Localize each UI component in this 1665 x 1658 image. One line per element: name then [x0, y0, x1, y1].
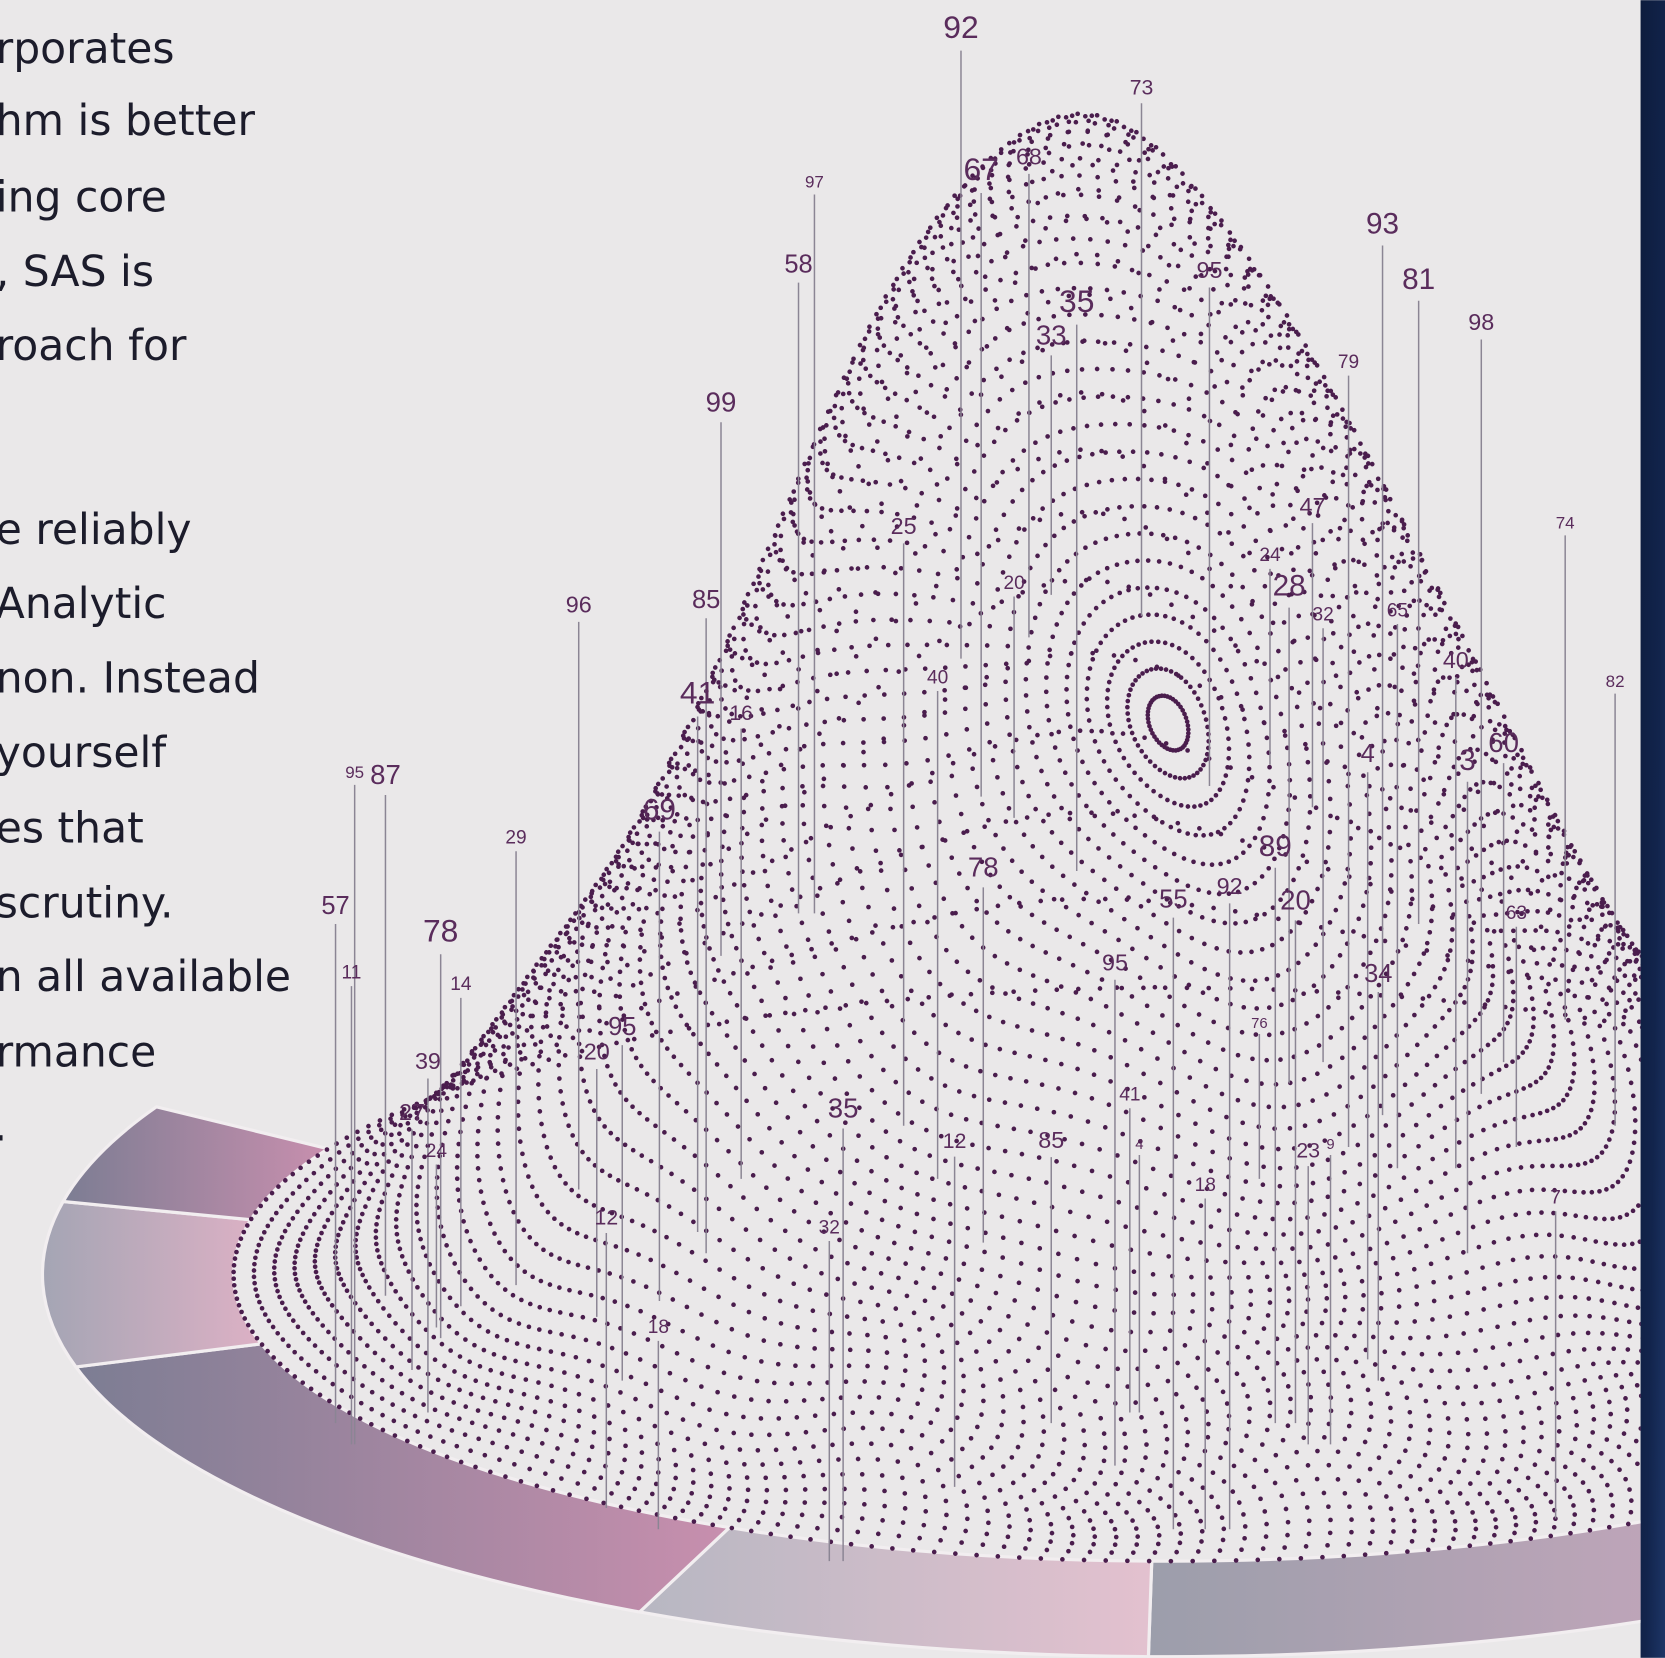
- text-line: scrutiny.: [0, 880, 174, 929]
- pin-label: 98: [1468, 309, 1494, 335]
- surface-dots: [231, 111, 1641, 1564]
- pin-label: 41: [680, 675, 715, 711]
- pin-label: 99: [706, 386, 737, 417]
- pin-label: 35: [1059, 283, 1094, 319]
- pin-label: 81: [1402, 263, 1435, 296]
- pin-label: 3: [1459, 744, 1476, 777]
- pin-label: 69: [643, 794, 676, 827]
- pin-label: 74: [1556, 514, 1575, 533]
- ring-segment: [73, 1342, 733, 1614]
- pin-label: 76: [1251, 1016, 1268, 1032]
- text-block: rporates hm is better ing core , SAS is roac…: [0, 25, 291, 1152]
- pin-label: 57: [321, 892, 349, 920]
- text-line: e reliably: [0, 506, 192, 555]
- pin-label: 95: [608, 1013, 636, 1041]
- pin-label: 67: [963, 151, 998, 187]
- ring-segment: [636, 1525, 1154, 1658]
- surface: [231, 111, 1641, 1564]
- pin-label: 79: [1338, 352, 1359, 373]
- pin-label: 63: [1506, 903, 1527, 924]
- pin-label: 78: [423, 913, 458, 949]
- pin-label: 35: [828, 1092, 859, 1123]
- pin-label: 95: [345, 763, 364, 782]
- pin-label: 82: [1606, 672, 1625, 691]
- ring-segment: [60, 1105, 333, 1222]
- pin-label: 78: [968, 851, 999, 882]
- pin-label: 41: [1119, 1085, 1140, 1106]
- text-line: hm is better: [0, 97, 255, 146]
- pin-label: 20: [1003, 573, 1024, 594]
- pin-label: 97: [805, 173, 824, 192]
- pin-label: 24: [426, 1141, 448, 1162]
- pin-label: 18: [648, 1317, 669, 1338]
- pin-label: 68: [1016, 143, 1042, 169]
- text-line: Analytic: [0, 580, 166, 629]
- text-line: non. Instead: [0, 655, 260, 704]
- pin-label: 60: [1488, 727, 1519, 758]
- ring-segment: [40, 1199, 265, 1369]
- text-line: rmance: [0, 1028, 156, 1077]
- text-line: , SAS is: [0, 248, 154, 297]
- pin-label: 55: [1159, 885, 1187, 913]
- pin-label: 7: [1550, 1188, 1561, 1209]
- pin-label: 58: [784, 250, 812, 278]
- pin-label: 39: [415, 1048, 441, 1074]
- pin-label: 89: [1259, 830, 1292, 863]
- ring-segment: [1146, 1520, 1641, 1658]
- pin-label: 28: [1273, 570, 1306, 603]
- pin-label: 93: [1366, 208, 1399, 241]
- pin-label: 40: [1443, 647, 1469, 673]
- text-line: .: [0, 1103, 7, 1152]
- pin-label: 73: [1130, 77, 1154, 100]
- ring: [40, 1105, 1641, 1658]
- text-line: n all available: [0, 953, 291, 1002]
- pin-label: 33: [1036, 319, 1067, 350]
- pin-label: 92: [1217, 873, 1243, 899]
- pin-label: 25: [891, 513, 917, 539]
- pin-label: 12: [943, 1130, 967, 1153]
- pin-label: 24: [1259, 545, 1281, 566]
- text-line: es that: [0, 804, 144, 853]
- text-line: ing core: [0, 174, 167, 223]
- pin-label: 23: [1296, 1140, 1320, 1163]
- pin-label: 87: [370, 759, 401, 790]
- pin-label: 96: [566, 592, 592, 618]
- text-line: yourself: [0, 729, 167, 778]
- pin-label: 95: [1102, 949, 1128, 975]
- pin-label: 18: [1195, 1175, 1216, 1196]
- pin-label: 9: [1326, 1137, 1334, 1153]
- pin-label: 20: [584, 1039, 610, 1065]
- pin-label: 12: [595, 1207, 619, 1230]
- pin-label: 16: [729, 702, 753, 725]
- side-panel: [1640, 0, 1665, 1658]
- pin-label: 95: [1196, 257, 1222, 283]
- pin-label: 20: [1280, 884, 1311, 915]
- text-line: rporates: [0, 25, 175, 74]
- pin-label: 47: [1299, 493, 1325, 519]
- pin-label: 40: [927, 667, 948, 688]
- pin-label: 11: [342, 963, 362, 984]
- pin-label: 92: [943, 9, 978, 45]
- text-line: roach for: [0, 322, 187, 371]
- pin-label: 4: [1135, 1137, 1143, 1153]
- pin-label: 32: [1312, 605, 1333, 626]
- pin-label: 14: [450, 974, 472, 995]
- pin-label: 85: [1038, 1127, 1064, 1153]
- pin-label: 65: [1387, 600, 1408, 621]
- pin-label: 85: [692, 586, 720, 614]
- pin-label: 32: [819, 1217, 840, 1238]
- pin-label: 27: [399, 1099, 425, 1125]
- pin-label: 29: [505, 828, 526, 849]
- pin-label: 4: [1361, 740, 1375, 768]
- pin-label: 34: [1364, 960, 1392, 988]
